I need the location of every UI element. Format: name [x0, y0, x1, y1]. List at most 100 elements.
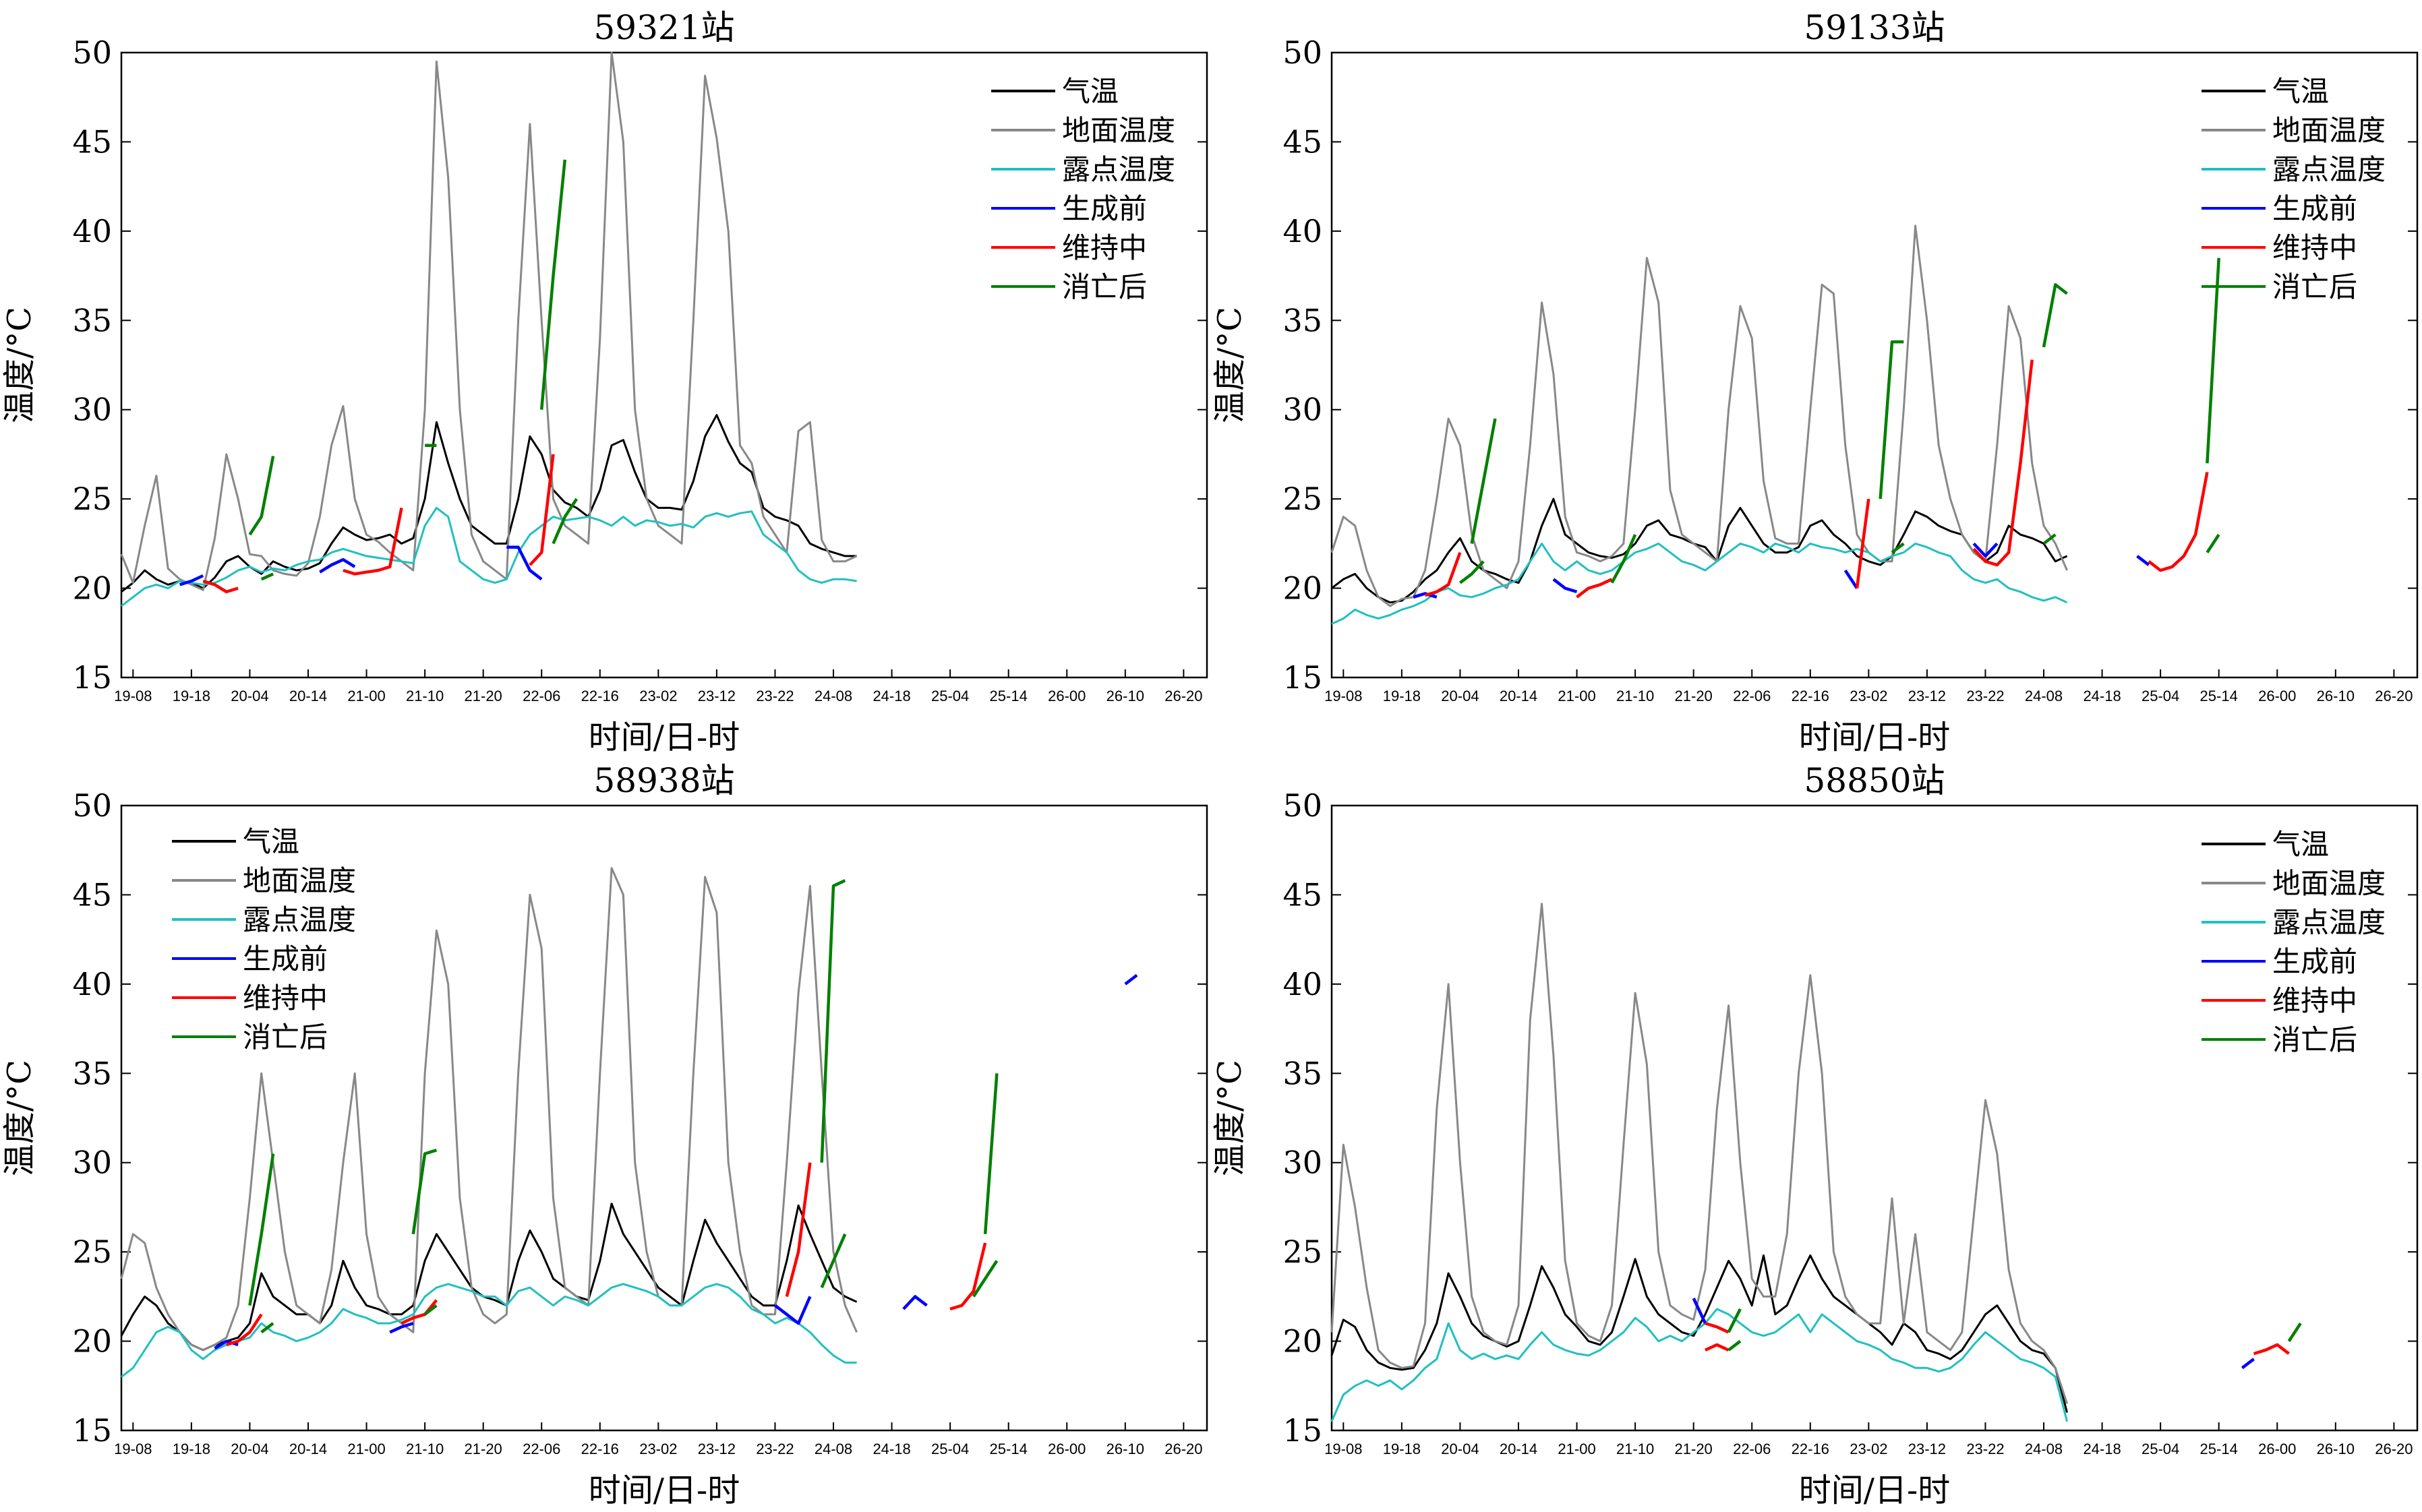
series-segment-6 [1727, 1308, 1742, 1333]
x-tick-label: 20-04 [1441, 1441, 1479, 1457]
x-tick-label: 23-02 [639, 1441, 677, 1457]
legend-label: 生成前 [1062, 192, 1147, 225]
x-tick-label: 21-20 [1675, 1441, 1713, 1457]
x-tick-label: 26-10 [2317, 1441, 2355, 1457]
legend-label: 气温 [2272, 75, 2329, 108]
series-line-2 [1330, 903, 2069, 1404]
series-segment-5 [529, 454, 555, 566]
x-tick-label: 20-04 [231, 1441, 268, 1457]
series-segment-6 [820, 879, 846, 1163]
legend-label: 维持中 [243, 981, 328, 1015]
x-tick-label: 22-06 [523, 1441, 560, 1457]
series-line-1 [1330, 1254, 2069, 1413]
y-tick-label: 45 [72, 876, 112, 913]
plot-frame [1330, 51, 2419, 679]
x-tick-label: 22-16 [1792, 1441, 1829, 1457]
x-axis-label: 时间/日-时 [1799, 719, 1950, 756]
x-tick-label: 22-06 [523, 688, 560, 704]
series-segment-6 [2206, 533, 2220, 553]
x-tick-label: 23-12 [1908, 1441, 1946, 1457]
x-axis-label: 时间/日-时 [589, 1472, 740, 1509]
legend-label: 气温 [1062, 75, 1119, 108]
series-segment-5 [1705, 1321, 1730, 1334]
x-tick-label: 26-00 [1048, 688, 1086, 704]
legend-label: 维持中 [2272, 984, 2357, 1017]
series-segment-5 [2253, 1343, 2290, 1356]
x-tick-label: 19-18 [1383, 688, 1421, 704]
x-tick-label: 23-22 [1966, 1441, 2004, 1457]
x-tick-label: 20-04 [231, 688, 268, 704]
series-segment-6 [552, 497, 579, 545]
y-tick-label: 20 [1282, 1323, 1322, 1360]
x-tick-label: 21-20 [1675, 688, 1713, 704]
x-tick-label: 25-14 [990, 1441, 1028, 1457]
series-segment-4 [2136, 555, 2150, 566]
series-segment-5 [401, 1299, 438, 1325]
x-tick-label: 21-10 [1616, 1441, 1654, 1457]
x-tick-label: 25-14 [990, 688, 1028, 704]
series-line-2 [1330, 224, 2068, 607]
series-segment-4 [319, 557, 356, 574]
series-segment-5 [1424, 551, 1462, 597]
x-tick-label: 24-08 [815, 1441, 852, 1457]
plot-frame [120, 804, 1208, 1432]
x-tick-label: 25-04 [2142, 1441, 2179, 1457]
x-axis-label: 时间/日-时 [589, 719, 740, 756]
x-tick-label: 26-20 [1164, 688, 1202, 704]
legend-label: 气温 [243, 825, 299, 858]
x-tick-label: 21-00 [347, 688, 385, 704]
legend-label: 消亡后 [2272, 270, 2357, 303]
x-tick-label: 19-08 [114, 688, 152, 704]
x-tick-label: 26-00 [1048, 1441, 1086, 1457]
x-tick-label: 21-10 [1616, 688, 1654, 704]
y-tick-label: 15 [72, 659, 112, 696]
x-tick-label: 19-18 [173, 1441, 210, 1457]
series-segment-4 [1413, 592, 1438, 599]
x-tick-label: 21-10 [406, 1441, 444, 1457]
chart-title: 59321站 [593, 8, 734, 47]
x-tick-label: 20-14 [289, 1441, 327, 1457]
legend-label: 地面温度 [243, 864, 356, 897]
x-tick-label: 23-22 [1966, 688, 2004, 704]
series-line-3 [1330, 1308, 2069, 1422]
series-segment-6 [820, 1233, 847, 1288]
series-segment-6 [248, 456, 275, 536]
x-tick-label: 21-10 [406, 688, 444, 704]
series-segment-5 [785, 1162, 812, 1297]
y-tick-label: 25 [1282, 1234, 1322, 1270]
y-tick-label: 15 [1282, 659, 1322, 696]
series-segment-4 [902, 1295, 928, 1310]
series-segment-5 [1855, 498, 1870, 588]
x-tick-label: 19-18 [173, 688, 210, 704]
legend-label: 维持中 [2272, 231, 2357, 264]
series-line-3 [1331, 542, 2068, 625]
y-tick-label: 40 [72, 966, 112, 1002]
y-tick-label: 45 [1282, 123, 1322, 160]
series-segment-4 [1124, 973, 1138, 986]
y-tick-label: 35 [72, 1055, 112, 1091]
x-tick-label: 21-00 [1558, 1441, 1595, 1457]
x-tick-label: 24-18 [2083, 688, 2121, 704]
series-segment-5 [949, 1242, 987, 1311]
y-axis-label: 温度/°C [1211, 307, 1249, 423]
series-segment-6 [2042, 533, 2057, 545]
x-tick-label: 26-10 [1106, 688, 1144, 704]
y-tick-label: 20 [1282, 570, 1322, 607]
series-segment-4 [179, 574, 204, 586]
legend-label: 生成前 [2272, 192, 2357, 225]
y-tick-label: 15 [1282, 1412, 1322, 1449]
series-segment-6 [972, 1260, 999, 1298]
series-segment-6 [1879, 340, 1904, 500]
legend-label: 露点温度 [2272, 906, 2386, 939]
y-axis-label: 温度/°C [1, 1060, 38, 1176]
legend-label: 维持中 [1062, 231, 1147, 264]
series-segment-6 [260, 1322, 274, 1334]
legend-label: 消亡后 [1062, 270, 1147, 303]
legend-label: 露点温度 [1062, 153, 1175, 186]
x-tick-label: 23-22 [756, 1441, 794, 1457]
series-line-1 [120, 1203, 858, 1352]
y-tick-label: 40 [1282, 966, 1322, 1002]
x-tick-label: 23-02 [1850, 688, 1887, 704]
